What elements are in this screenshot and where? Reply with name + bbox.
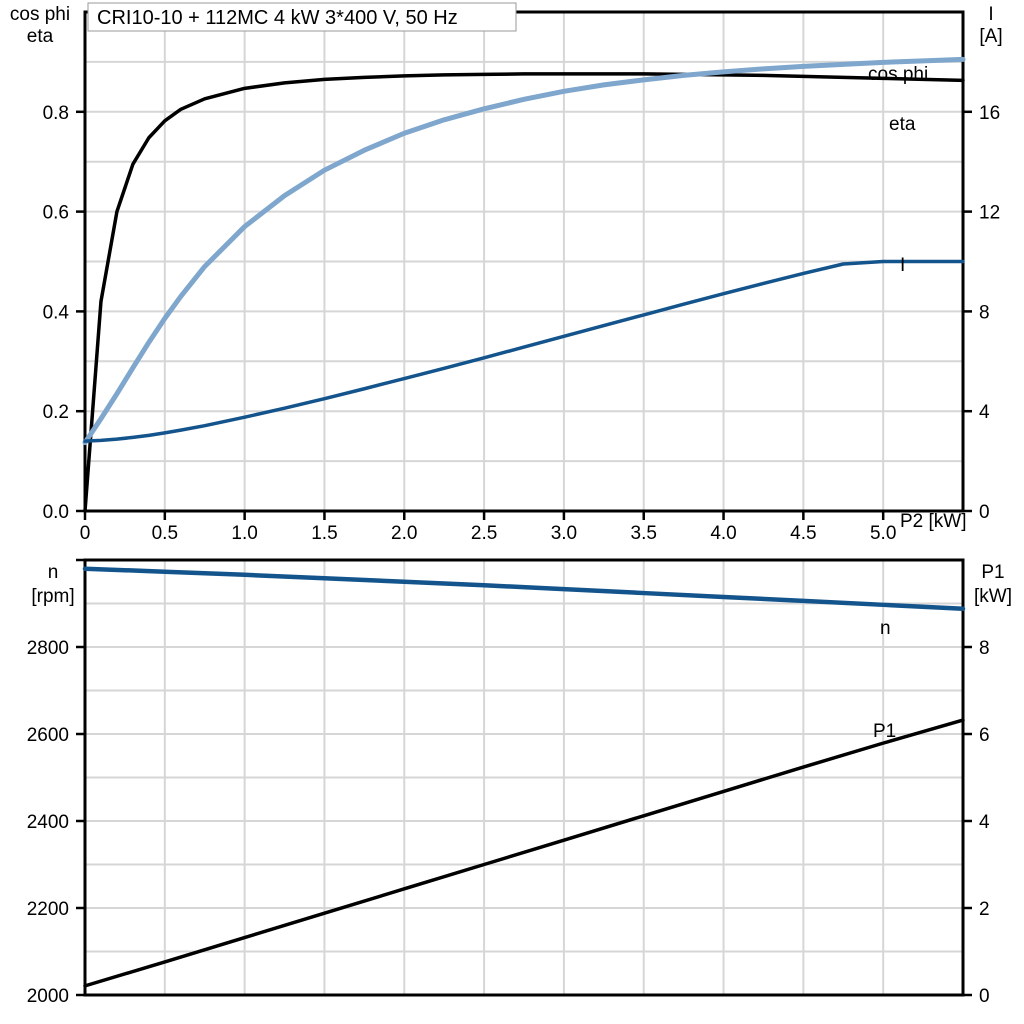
tick-label: 3.0: [551, 523, 577, 544]
top-chart-x-tick-labels: 0 0.5 1.0 1.5 2.0 2.5 3.0 3.5 4.0 4.5 5.0: [80, 523, 897, 544]
curve-n: [82, 566, 966, 611]
bottom-chart-left-tick-labels: 2000 2200 2400 2600 2800: [27, 638, 69, 1007]
chart-title: CRI10-10 + 112MC 4 kW 3*400 V, 50 Hz: [97, 7, 458, 29]
tick-label: 0.8: [43, 103, 69, 124]
curve-I: [83, 259, 965, 443]
top-left-axis-label-eta: eta: [27, 26, 54, 47]
tick-label: 1.5: [311, 523, 337, 544]
tick-label: 2: [979, 899, 990, 920]
bottom-chart-tick-marks: [76, 558, 972, 997]
top-right-axis-label-current: I: [988, 4, 993, 25]
bottom-chart-plot-frame: [83, 558, 965, 997]
tick-label: 1.0: [231, 523, 257, 544]
tick-label: 12: [979, 203, 1000, 224]
tick-label: 0.5: [152, 523, 178, 544]
top-chart-curves: [82, 56, 966, 513]
curve-P1: [83, 718, 965, 988]
curve-eta: [83, 72, 965, 513]
bottom-right-axis-label-p1: P1: [981, 562, 1004, 583]
tick-label: 5.0: [870, 523, 896, 544]
tick-label: 4: [979, 402, 990, 423]
curve-label-eta: eta: [889, 114, 916, 135]
top-x-axis-label: P2 [kW]: [900, 511, 967, 532]
bottom-left-axis-label-speed: n: [48, 562, 59, 583]
tick-label: 4.0: [710, 523, 736, 544]
bottom-chart-curves: [82, 566, 966, 988]
bottom-chart-gridlines: [84, 559, 964, 996]
top-chart-right-tick-labels: 0 4 8 12 16: [979, 103, 1000, 523]
top-chart-left-tick-labels: 0.0 0.2 0.4 0.6 0.8: [43, 103, 70, 523]
tick-label: 2400: [27, 812, 69, 833]
curve-label-cos-phi: cos phi: [868, 64, 928, 85]
chart-title-box: [87, 2, 517, 32]
top-right-axis-label-current-unit: [A]: [979, 26, 1002, 47]
tick-label: 0.2: [43, 402, 69, 423]
top-chart-tick-marks: [76, 110, 972, 520]
tick-label: 8: [979, 638, 990, 659]
tick-label: 2200: [27, 899, 69, 920]
curve-label-current: I: [900, 255, 905, 276]
tick-label: 0: [979, 986, 990, 1007]
tick-label: 0.4: [43, 302, 70, 323]
top-chart-gridlines: [84, 11, 964, 512]
curve-cos-phi: [82, 56, 966, 446]
tick-label: 0.6: [43, 203, 69, 224]
bottom-chart-right-tick-labels: 0 2 4 6 8: [979, 638, 990, 1007]
bottom-right-axis-label-p1-unit: [kW]: [974, 586, 1012, 607]
tick-label: 3.5: [631, 523, 657, 544]
tick-label: 2800: [27, 638, 69, 659]
tick-label: 6: [979, 725, 990, 746]
tick-label: 0: [979, 502, 990, 523]
tick-label: 2.5: [471, 523, 497, 544]
bottom-left-axis-label-speed-unit: [rpm]: [31, 586, 74, 607]
tick-label: 0.0: [43, 502, 69, 523]
tick-label: 2.0: [391, 523, 417, 544]
tick-label: 8: [979, 302, 990, 323]
tick-label: 0: [80, 523, 91, 544]
tick-label: 4: [979, 812, 990, 833]
tick-label: 2600: [27, 725, 69, 746]
tick-label: 2000: [27, 986, 69, 1007]
curve-label-p1: P1: [873, 721, 896, 742]
top-left-axis-label-cos-phi: cos phi: [10, 4, 70, 25]
tick-label: 16: [979, 103, 1000, 124]
top-chart: 0.0 0.2 0.4 0.6 0.8 0 4 8 12 16 0 0.5 1.0 1.5 2.0 2.5…: [10, 2, 1003, 544]
curve-label-speed: n: [880, 618, 891, 639]
tick-label: 4.5: [790, 523, 816, 544]
bottom-chart: 2000 2200 2400 2600 2800 0 2 4 6 8 n [rpm] P1 [k…: [27, 558, 1012, 1007]
